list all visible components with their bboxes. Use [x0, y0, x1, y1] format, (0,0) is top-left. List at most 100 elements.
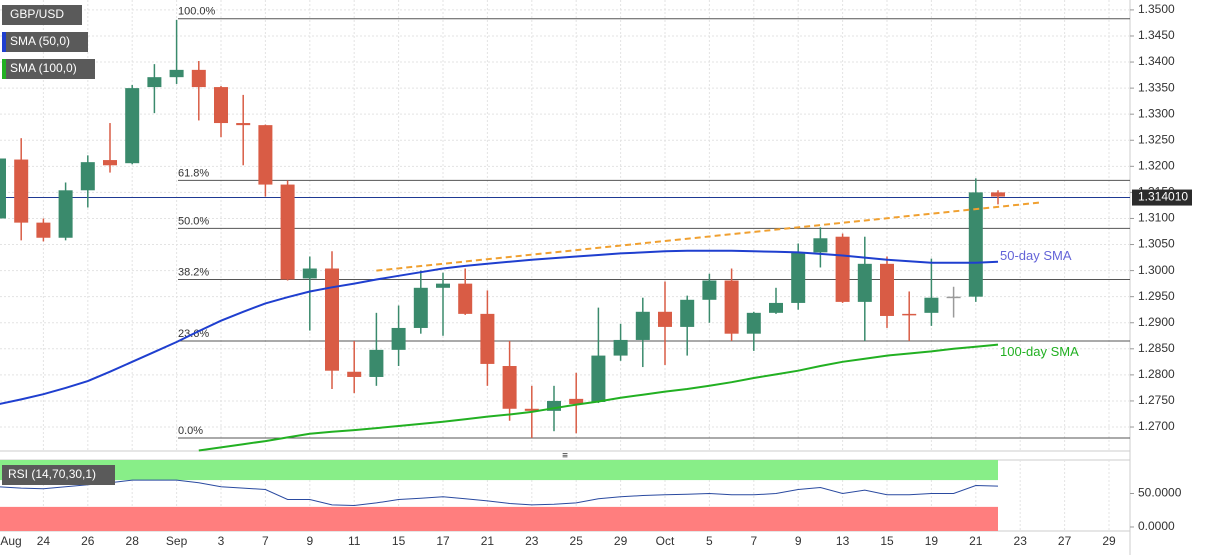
candle-body	[502, 366, 517, 409]
legend-box	[2, 32, 88, 52]
candle	[80, 155, 95, 208]
candle-body	[436, 283, 450, 288]
last-price-label: 1.314010	[1138, 190, 1188, 204]
candle-body	[880, 263, 894, 316]
candle	[191, 61, 206, 121]
candle-body	[36, 222, 51, 238]
candle	[991, 190, 1005, 205]
candle-body	[813, 238, 828, 253]
candle	[36, 218, 51, 242]
x-tick-label: 9	[795, 534, 802, 548]
x-tick-label: 3	[218, 534, 225, 548]
candle-body	[924, 297, 939, 313]
candle	[391, 305, 406, 367]
candle-body	[236, 123, 251, 126]
candle-body	[746, 312, 761, 334]
candle-body	[946, 296, 961, 299]
candle-body	[347, 371, 362, 377]
x-tick-label: 7	[750, 534, 757, 548]
x-tick-label: 24	[37, 534, 51, 548]
y-tick-label: 1.3450	[1138, 28, 1175, 42]
candle	[924, 258, 939, 326]
annotation: 100-day SMA	[1000, 344, 1079, 359]
fibonacci-label: 50.0%	[178, 215, 209, 227]
candle-body	[58, 190, 73, 238]
candle-body	[857, 263, 872, 302]
candle	[147, 64, 162, 114]
candle-body	[968, 192, 983, 297]
legend-box	[2, 59, 95, 79]
rsi-label: RSI (14,70,30,1)	[8, 467, 96, 481]
x-tick-label: Sep	[166, 534, 188, 548]
y-tick-label: 1.2850	[1138, 341, 1175, 355]
x-tick-label: 9	[306, 534, 313, 548]
y-tick-label: 1.3300	[1138, 106, 1175, 120]
rsi-label-box	[2, 465, 115, 485]
legend-label: GBP/USD	[10, 7, 64, 21]
candle	[14, 138, 29, 241]
candle	[280, 180, 295, 281]
candle-body	[391, 327, 406, 350]
candle	[635, 297, 650, 368]
x-tick-label: Oct	[656, 534, 675, 548]
candle	[658, 281, 672, 365]
candle-body	[635, 311, 650, 340]
candle	[413, 270, 428, 334]
resize-handle: ≡	[562, 451, 568, 462]
candle	[946, 286, 961, 318]
candle	[0, 158, 6, 219]
candle	[258, 124, 273, 197]
candle	[591, 307, 606, 404]
candle-body	[325, 268, 339, 371]
rsi-overbought-band	[0, 460, 998, 481]
candle	[236, 94, 251, 166]
x-tick-label: 17	[436, 534, 450, 548]
candle-body	[214, 87, 228, 124]
candle-body	[902, 313, 917, 316]
legend-swatch	[2, 59, 6, 79]
candle-body	[413, 287, 428, 328]
x-tick-label: 5	[706, 534, 713, 548]
x-tick-label: 7	[262, 534, 269, 548]
candle	[702, 273, 717, 323]
candle-body	[791, 252, 806, 303]
candle-body	[458, 283, 473, 314]
legend-label: SMA (50,0)	[10, 34, 70, 48]
candle-body	[547, 400, 561, 411]
x-tick-label: 28	[126, 534, 140, 548]
x-tick-label: 21	[481, 534, 495, 548]
candle-body	[480, 313, 495, 364]
candle	[458, 268, 473, 315]
candle	[569, 372, 584, 434]
candle-body	[702, 280, 717, 300]
candle	[214, 86, 228, 138]
candle-body	[14, 159, 29, 223]
annotation: 50-day SMA	[1000, 248, 1072, 263]
y-tick-label: 1.3200	[1138, 158, 1175, 172]
fibonacci-label: 38.2%	[178, 266, 209, 278]
candle-body	[591, 355, 606, 402]
fibonacci-label: 61.8%	[178, 167, 209, 179]
candle-body	[302, 268, 317, 279]
x-tick-label: 27	[1058, 534, 1072, 548]
rsi-line	[0, 479, 999, 507]
plot-area	[0, 0, 1130, 451]
rsi-y-tick-label: 0.0000	[1138, 519, 1175, 533]
candle	[325, 251, 339, 389]
y-tick-label: 1.2750	[1138, 393, 1175, 407]
fibonacci-label: 100.0%	[178, 6, 216, 18]
candle	[880, 256, 894, 328]
candle-body	[991, 192, 1005, 197]
fibonacci-label: 0.0%	[178, 425, 203, 437]
candle-body	[0, 158, 6, 219]
y-tick-label: 1.3500	[1138, 2, 1175, 16]
candle-body	[769, 302, 783, 313]
candle-body	[103, 160, 117, 166]
y-tick-label: 1.3400	[1138, 54, 1175, 68]
candle	[791, 243, 806, 310]
y-tick-label: 1.2900	[1138, 315, 1175, 329]
candle	[125, 84, 140, 165]
candle-body	[280, 184, 295, 280]
x-tick-label: 15	[392, 534, 406, 548]
